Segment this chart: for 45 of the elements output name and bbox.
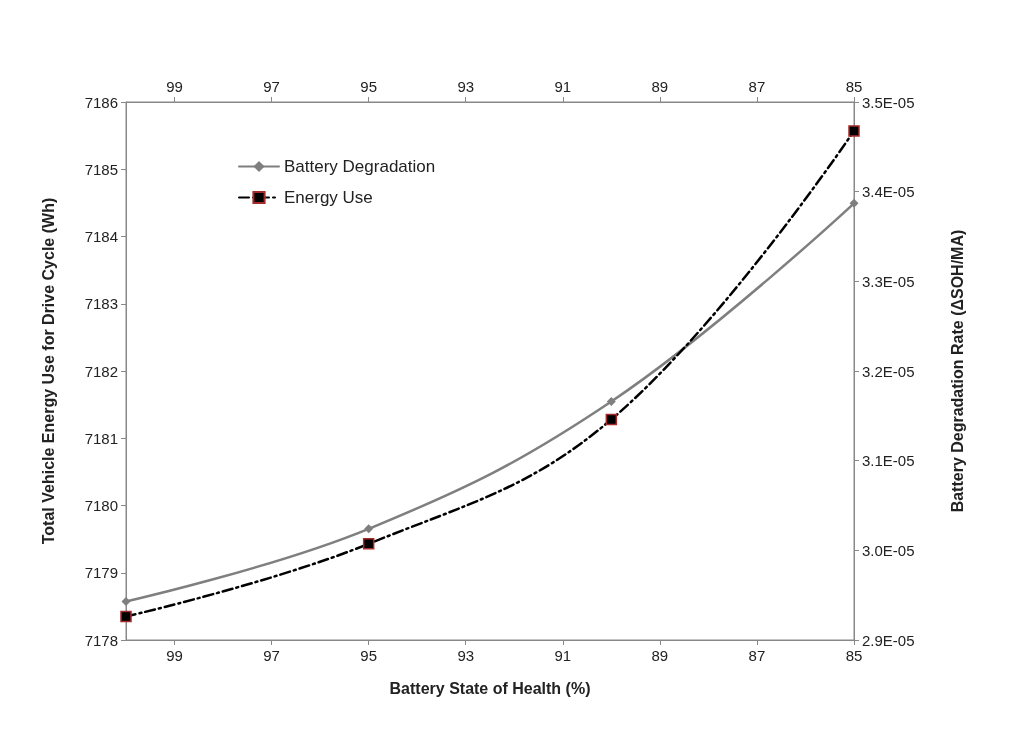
y-axis-title: Total Vehicle Energy Use for Drive Cycle (Wh) [39,197,57,545]
x-axis-title: Battery State of Health (%) [389,679,591,697]
point [605,413,618,426]
x2-tick-label: 85 [845,78,863,95]
y2-axis-title: Battery Degradation Rate (ΔSOH/MA) [948,229,966,513]
x-tick-label: 87 [748,647,766,664]
x-tick-label: 93 [457,647,475,664]
y2-tick-label: 3.0E-05 [862,541,915,559]
x2-tick-label: 87 [748,78,766,95]
x2-tick-label: 95 [360,78,378,95]
x2-tick-label: 89 [651,78,669,95]
y-tick-label: 7181 [84,429,118,447]
point [848,125,860,137]
point [606,396,616,406]
x-tick-label: 95 [360,647,378,664]
legend-label: Battery Degradation [284,157,436,176]
point [364,524,374,534]
x-tick-label: 85 [845,647,863,664]
point [120,610,132,623]
y2-tick-label: 3.1E-05 [862,452,915,470]
y-tick-label: 7184 [84,228,118,245]
y-tick-label: 7182 [84,362,118,380]
y-tick-label: 7185 [84,160,118,178]
legend-label: Energy Use [284,188,373,207]
y-tick-label: 7180 [84,497,118,514]
x-tick-label: 89 [651,647,669,664]
point [849,198,859,208]
y-tick-label: 7178 [84,631,118,649]
y-tick-label: 7183 [84,295,118,313]
point [121,596,131,606]
point [362,538,375,550]
x2-tick-label: 97 [263,78,280,95]
x-tick-label: 99 [166,647,183,664]
y2-tick-label: 3.5E-05 [862,93,915,111]
y2-tick-label: 2.9E-05 [862,631,915,649]
y-tick-label: 7179 [84,564,118,582]
y2-tick-label: 3.2E-05 [862,362,915,380]
x-tick-label: 91 [554,647,572,664]
y2-tick-label: 3.4E-05 [862,183,915,201]
y2-tick-label: 3.3E-05 [862,272,915,290]
x2-tick-label: 99 [166,78,183,95]
x2-tick-label: 93 [457,78,475,95]
x2-tick-label: 91 [554,78,572,95]
y-tick-label: 7186 [84,93,118,111]
x-tick-label: 97 [263,647,280,664]
